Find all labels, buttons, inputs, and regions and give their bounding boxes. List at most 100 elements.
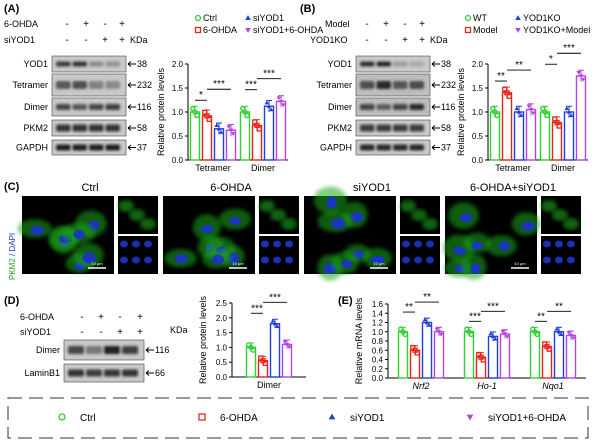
blot-gapdh-kda: 37: [137, 143, 147, 153]
sign-r0-c3: +: [137, 312, 143, 323]
inset-green-cell-1-1: [270, 209, 286, 221]
panel-a-blots: YOD1 38 Tetramer 232 Dimer 116 PKM2 58 GAPDH 37: [12, 55, 152, 156]
sign-r1-c2: +: [102, 35, 108, 46]
y-tick-label-5: 1.0: [372, 328, 384, 337]
legend-icon-0: [194, 14, 202, 22]
inset-blue-nucleus-2-0: [402, 240, 410, 248]
bar-tetramer-1: [201, 115, 213, 161]
sig-label-1: **: [515, 60, 523, 71]
inset-blue-nucleus-0-5: [144, 256, 152, 264]
panel-d-label: (D): [4, 295, 20, 307]
blot-dimer-kda: 116: [441, 102, 455, 112]
panel-d-kda-header: KDa: [170, 325, 188, 335]
panel-b-chart: 0.0 0.5 1.0 1.5 2.0 Relative protein levels Te…: [456, 43, 588, 173]
legend-label-2: 6-OHDA: [203, 25, 237, 35]
micro-title-3: 6-OHDA+siYOD1: [470, 182, 556, 194]
blot-yod1-kda: 38: [137, 59, 147, 69]
point-nqo1-2-2: [559, 332, 564, 337]
point-tetramer-2-0: [214, 123, 219, 127]
bar-nrf2-2: [421, 321, 433, 379]
y-tick-label-0: 0.0: [216, 373, 228, 382]
legend-icon-1: [245, 15, 251, 20]
blot-dimer-kda: 116: [155, 345, 169, 355]
point-tetramer-2-1: [216, 126, 222, 131]
blot-laminb1-band-2: [86, 369, 102, 377]
point-tetramer-0-0: [490, 105, 496, 112]
blot-gapdh-kda: 37: [441, 143, 451, 153]
point-dimer-1-2: [556, 123, 562, 129]
point-dimer-3-2: [281, 103, 286, 108]
inset-blue-nucleus-2-1: [414, 240, 422, 248]
blot-tetramer-band-3: [393, 81, 408, 89]
sig-label-4: **: [537, 311, 545, 322]
point-dimer-0-2: [544, 112, 550, 119]
bottom-legend-icon-1: [198, 413, 206, 421]
x-tick-label-0: Nrf2: [412, 381, 429, 391]
inset-blue-nucleus-1-4: [273, 256, 281, 264]
point-tetramer-3-1: [528, 108, 534, 112]
bar-tetramer-0: [489, 111, 501, 161]
blot-dimer-band-4: [105, 104, 120, 110]
blot-yod1-band-4: [105, 61, 120, 67]
inset-green-cell-3-0: [541, 200, 557, 212]
sig-label-2: *: [549, 54, 553, 65]
micro-title-2: siYOD1: [353, 182, 391, 194]
inset-green-cell-1-2: [281, 218, 297, 230]
blot-yod1-band-1: [360, 61, 375, 67]
blot-dimer-band-2: [72, 104, 87, 110]
micro-inset-green-2: [400, 196, 440, 234]
blot-dimer-band-4: [122, 346, 138, 354]
inset-blue-nucleus-3-4: [555, 256, 563, 264]
y-tick-label-3: 0.6: [372, 346, 384, 355]
scalebar-label-1: 10 μm: [232, 261, 244, 266]
bar-nqo1-0: [529, 331, 541, 379]
y-tick-label-1: 0.5: [472, 132, 484, 141]
point-nrf2-3-1: [436, 330, 442, 335]
legend-label-0: WT: [473, 13, 487, 23]
sign-r0-c0: -: [365, 19, 368, 30]
inset-blue-nucleus-3-1: [555, 240, 563, 248]
blot-dimer-label: Dimer: [328, 102, 352, 112]
blot-pkm2-arrow: [127, 125, 136, 131]
point-dimer-2-1: [266, 103, 272, 108]
nucleus-2-3: [370, 255, 385, 264]
bar-dimer-2: [263, 105, 275, 161]
panel-c-side-label: PKM2 / DAPI: [8, 233, 17, 280]
legend-label-0: Ctrl: [203, 13, 217, 23]
blot-tetramer-band-2: [376, 81, 391, 89]
blot-pkm2-label: PKM2: [327, 123, 352, 133]
point-ho-1-3-2: [505, 335, 510, 340]
legend-label-2: Model: [473, 25, 498, 35]
micro-main-0: 10 μm: [17, 196, 114, 274]
blot-dimer-arrow: [431, 104, 440, 110]
blot-dimer-band-1: [68, 346, 84, 354]
bar-tetramer-0: [189, 111, 201, 161]
bar-dimer-0: [239, 111, 251, 161]
blot-pkm2-label: PKM2: [23, 123, 48, 133]
nucleus-3-0: [452, 246, 467, 255]
x-tick-label-1: Dimer: [251, 163, 275, 173]
sig-label-3: ***: [263, 69, 275, 80]
point-dimer-3-0: [276, 96, 281, 101]
panel-d-blots: Dimer 116 LaminB1 66: [24, 339, 169, 383]
blot-gapdh-arrow: [431, 144, 440, 151]
inset-blue-nucleus-3-5: [567, 256, 575, 264]
blot-yod1-arrow: [431, 61, 440, 67]
point-ho-1-1-2: [480, 357, 486, 363]
nucleus-2-1: [326, 196, 337, 209]
point-ho-1-2-0: [488, 331, 493, 336]
bar-dimer-2: [269, 323, 281, 378]
sig-label-0: ***: [251, 303, 263, 314]
point-dimer-3-1: [278, 99, 284, 104]
inset-blue-nucleus-0-4: [132, 256, 140, 264]
bar-nqo1-3: [565, 334, 577, 379]
x-tick-label-0: Tetramer: [495, 163, 531, 173]
legend-icon-2: [194, 26, 202, 34]
blot-gapdh-band-1: [56, 144, 71, 151]
y-tick-label-3: 1.5: [172, 84, 184, 93]
blot-dimer-band-3: [89, 104, 104, 110]
blot-dimer-arrow: [127, 104, 136, 110]
point-dimer-0-2: [244, 112, 250, 119]
blot-yod1-label: YOD1: [23, 59, 48, 69]
nucleus-2-6: [331, 217, 346, 229]
